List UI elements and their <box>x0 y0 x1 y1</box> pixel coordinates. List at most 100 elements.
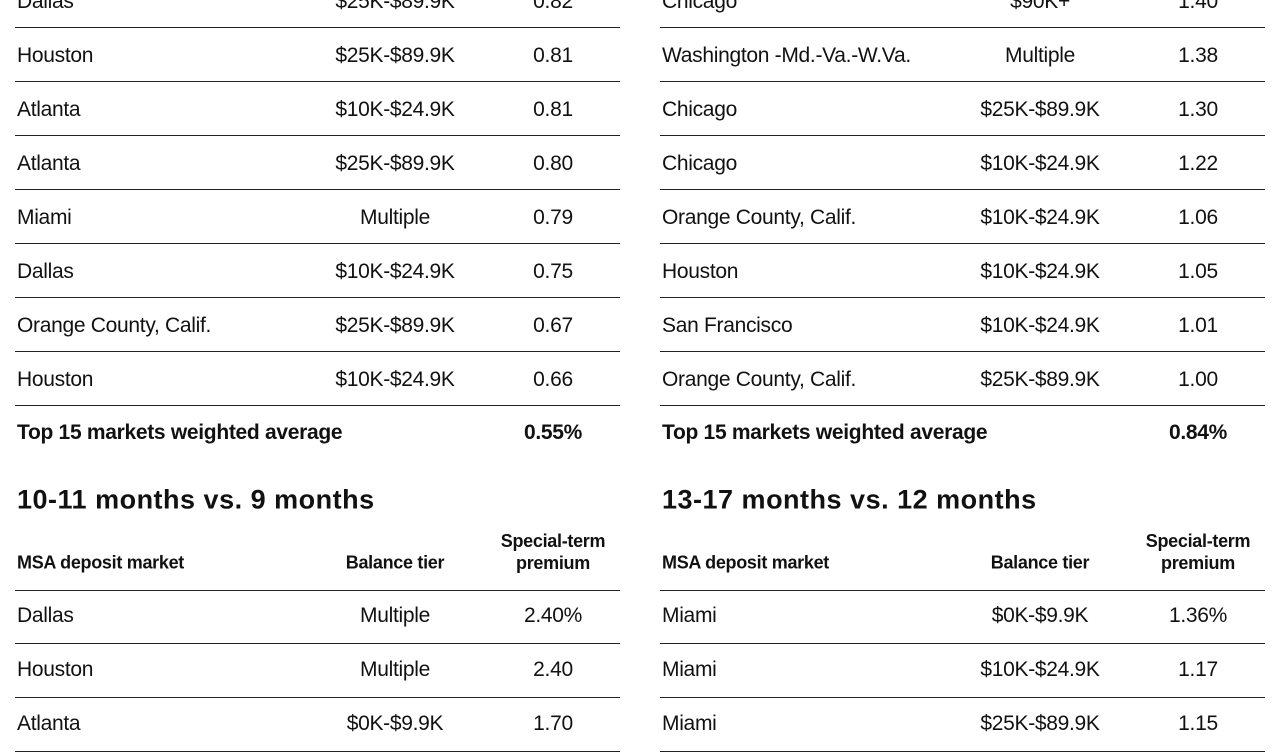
cell-premium: 1.01 <box>1178 314 1218 337</box>
row-divider <box>660 297 1265 298</box>
cell-tier: $25K-$89.9K <box>335 314 455 337</box>
cell-tier: Multiple <box>360 206 430 229</box>
cell-premium: 1.17 <box>1178 658 1218 681</box>
cell-market: Houston <box>17 44 94 67</box>
row-divider <box>660 135 1265 136</box>
footer-label: Top 15 markets weighted average <box>17 421 343 444</box>
cell-tier: $90K+ <box>1010 0 1070 13</box>
cell-tier: $25K-$89.9K <box>980 98 1100 121</box>
cell-market: Atlanta <box>17 712 81 735</box>
row-divider <box>660 351 1265 352</box>
cell-premium: 1.38 <box>1178 44 1218 67</box>
cell-market: Orange County, Calif. <box>662 368 857 391</box>
cell-premium: 0.79 <box>533 206 573 229</box>
cell-premium: 0.67 <box>533 314 573 337</box>
cell-market: Chicago <box>662 98 737 121</box>
footer-value: 0.55% <box>523 421 583 444</box>
cell-market: Chicago <box>662 152 737 175</box>
cell-tier: $10K-$24.9K <box>980 206 1100 229</box>
cell-market: Dallas <box>17 0 74 13</box>
cell-premium: 1.36% <box>1168 604 1228 627</box>
cell-tier: $10K-$24.9K <box>980 152 1100 175</box>
cell-premium: 1.40 <box>1178 0 1218 13</box>
row-divider <box>15 405 620 406</box>
cell-premium: 2.40 <box>533 658 573 681</box>
cell-market: Houston <box>17 368 94 391</box>
cell-premium: 0.75 <box>533 260 573 283</box>
cell-tier: $25K-$89.9K <box>980 712 1100 735</box>
cell-premium: 1.05 <box>1178 260 1218 283</box>
row-divider <box>15 27 620 28</box>
cell-tier: Multiple <box>360 604 430 627</box>
header-tier: Balance tier <box>990 552 1090 573</box>
row-divider <box>660 27 1265 28</box>
page: {"panels": [ {"top_rows": [ ["Dallas", "… <box>15 0 1265 752</box>
cell-tier: $10K-$24.9K <box>335 260 455 283</box>
cell-tier: $25K-$89.9K <box>335 0 455 13</box>
cell-market: Dallas <box>17 260 74 283</box>
header-market: MSA deposit market <box>17 552 184 573</box>
cell-market: Washington -Md.-Va.-W.Va. <box>662 44 911 67</box>
cell-tier: Multiple <box>1005 44 1075 67</box>
cell-market: Miami <box>662 658 717 681</box>
cell-tier: $25K-$89.9K <box>980 368 1100 391</box>
cell-tier: $25K-$89.9K <box>335 44 455 67</box>
row-divider <box>15 697 620 698</box>
cell-tier: $10K-$24.9K <box>980 658 1100 681</box>
header-premium: Special-term premium <box>1145 531 1251 573</box>
row-divider <box>15 297 620 298</box>
cell-market: Chicago <box>662 0 737 13</box>
cell-market: San Francisco <box>662 314 793 337</box>
section-title: 10-11 months vs. 9 months <box>17 484 375 515</box>
header-market: MSA deposit market <box>662 552 829 573</box>
cell-market: Miami <box>662 604 717 627</box>
header-premium: Special-term premium <box>500 531 606 573</box>
cell-premium: 1.00 <box>1178 368 1218 391</box>
cell-premium: 2.40% <box>523 604 583 627</box>
cell-tier: $0K-$9.9K <box>991 604 1089 627</box>
row-divider <box>15 590 620 591</box>
cell-tier: $10K-$24.9K <box>980 314 1100 337</box>
cell-market: Dallas <box>17 604 74 627</box>
row-divider <box>15 189 620 190</box>
cell-market: Atlanta <box>17 98 81 121</box>
row-divider <box>660 405 1265 406</box>
section-title: 13-17 months vs. 12 months <box>662 484 1037 515</box>
cell-market: Orange County, Calif. <box>662 206 857 229</box>
cell-premium: 1.22 <box>1178 152 1218 175</box>
row-divider <box>15 81 620 82</box>
cell-premium: 1.15 <box>1178 712 1218 735</box>
row-divider <box>15 351 620 352</box>
footer-value: 0.84% <box>1168 421 1228 444</box>
cell-market: Miami <box>662 712 717 735</box>
row-divider <box>15 643 620 644</box>
cell-tier: $10K-$24.9K <box>335 368 455 391</box>
cell-premium: 1.30 <box>1178 98 1218 121</box>
cell-premium: 0.81 <box>533 44 573 67</box>
cell-market: Miami <box>17 206 72 229</box>
row-divider <box>15 243 620 244</box>
cell-premium: 0.66 <box>533 368 573 391</box>
footer-label: Top 15 markets weighted average <box>662 421 988 444</box>
cell-tier: $25K-$89.9K <box>335 152 455 175</box>
cell-market: Orange County, Calif. <box>17 314 212 337</box>
cell-market: Houston <box>17 658 94 681</box>
cell-market: Houston <box>662 260 739 283</box>
row-divider <box>660 697 1265 698</box>
cell-premium: 0.82 <box>533 0 573 13</box>
cell-tier: $10K-$24.9K <box>335 98 455 121</box>
row-divider <box>660 243 1265 244</box>
row-divider <box>660 81 1265 82</box>
row-divider <box>660 189 1265 190</box>
header-tier: Balance tier <box>345 552 445 573</box>
row-divider <box>660 643 1265 644</box>
cell-tier: Multiple <box>360 658 430 681</box>
cell-premium: 1.70 <box>533 712 573 735</box>
cell-premium: 1.06 <box>1178 206 1218 229</box>
cell-tier: $10K-$24.9K <box>980 260 1100 283</box>
cell-premium: 0.81 <box>533 98 573 121</box>
cell-premium: 0.80 <box>533 152 573 175</box>
row-divider <box>660 590 1265 591</box>
row-divider <box>15 135 620 136</box>
cell-tier: $0K-$9.9K <box>346 712 444 735</box>
